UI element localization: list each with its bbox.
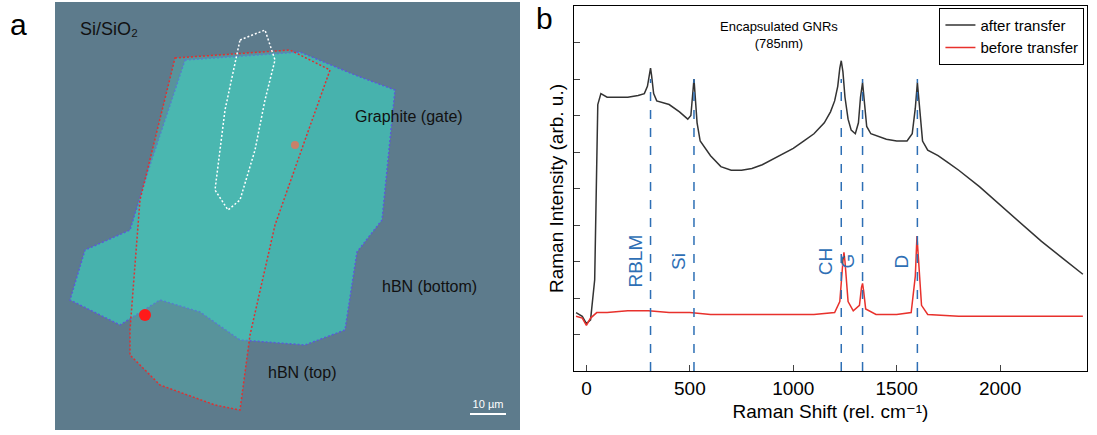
svg-text:hBN (top): hBN (top) [268,364,336,381]
svg-text:0: 0 [581,378,592,399]
svg-text:Raman Intensity (arb. u.): Raman Intensity (arb. u.) [546,84,567,293]
svg-text:RBLM: RBLM [625,235,646,288]
svg-text:10 µm: 10 µm [473,398,504,410]
html-text:b: b [536,2,553,35]
svg-text:G: G [837,254,858,269]
svg-text:Encapsulated GNRs(785nm): Encapsulated GNRs(785nm) [720,19,838,51]
svg-text:2000: 2000 [979,378,1021,399]
svg-text:D: D [891,255,912,269]
svg-text:Graphite (gate): Graphite (gate) [355,108,463,125]
svg-text:a: a [10,8,27,41]
svg-text:Si/SiO₂: Si/SiO₂ [80,19,138,39]
svg-text:before transfer: before transfer [980,39,1078,56]
svg-text:after transfer: after transfer [980,17,1065,34]
svg-text:1000: 1000 [772,378,814,399]
svg-text:Raman Shift (rel. cm⁻¹): Raman Shift (rel. cm⁻¹) [733,401,929,422]
svg-text:hBN (bottom): hBN (bottom) [382,278,477,295]
svg-text:Si: Si [668,253,689,270]
svg-text:500: 500 [674,378,706,399]
svg-text:CH: CH [815,248,836,275]
svg-text:1500: 1500 [876,378,918,399]
